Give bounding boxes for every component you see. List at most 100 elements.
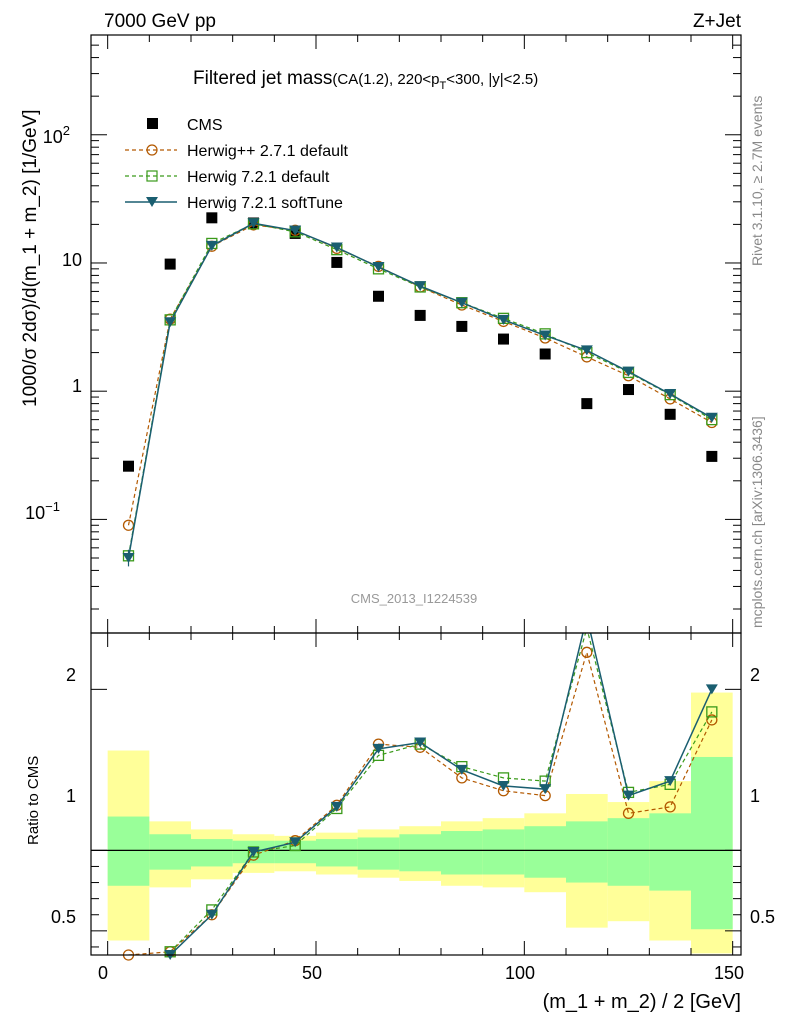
header-right: Z+Jet	[693, 11, 742, 32]
ratio-band-inner	[649, 813, 691, 891]
main-data-point	[164, 258, 176, 270]
watermark: CMS_2013_I1224539	[351, 591, 478, 606]
ratio-band-inner	[357, 837, 400, 870]
title-sub-t: T	[440, 80, 447, 92]
header-left: 7000 GeV pp	[104, 11, 216, 32]
ratio-data-point	[247, 846, 260, 857]
xtick-label-100: 100	[505, 963, 535, 983]
main-data-point	[372, 262, 385, 273]
main-data-point	[331, 256, 343, 268]
ratio-ytick-0.5-left: 0.5	[51, 907, 76, 927]
mcplots-label: mcplots.cern.ch [arXiv:1306.3436]	[749, 416, 765, 628]
main-data-point	[414, 281, 427, 292]
ytick-label-10: 10	[62, 250, 82, 270]
main-data-point	[498, 333, 509, 345]
legend-marker-cms	[147, 118, 158, 129]
ratio-ytick-0.5-right: 0.5	[750, 907, 775, 927]
ratio-axes	[91, 633, 741, 955]
ratio-data-point	[497, 780, 510, 791]
ratio-data-point	[330, 801, 343, 812]
main-data-point	[205, 240, 218, 251]
ratio-frame	[90, 632, 742, 956]
plot-title: Filtered jet mass(CA(1.2), 220<pT<300, |…	[193, 68, 538, 92]
ratio-ytick-1-left: 1	[66, 786, 76, 806]
main-data-point	[164, 317, 177, 328]
main-data-point	[414, 309, 426, 321]
ratio-data-point	[455, 764, 468, 775]
ytick-label-100: 102	[43, 123, 70, 147]
main-data-point	[664, 389, 677, 400]
ratio-band-inner	[399, 834, 441, 872]
main-data-point	[455, 297, 468, 308]
main-data-point	[289, 225, 302, 236]
ytick-label-0.1: 10−1	[25, 499, 60, 523]
ratio-panel: Ratio to CMS 2 1 0.5 2 1 0.5 0 50 100 15…	[25, 632, 775, 1013]
ratio-data-point	[581, 646, 593, 658]
ratio-data-point	[414, 737, 427, 748]
ytick-label-1: 1	[72, 376, 82, 396]
ratio-data-point	[664, 801, 676, 813]
ratio-band-inner	[691, 756, 733, 930]
main-data-point	[373, 290, 384, 302]
legend-marker-herwigpp	[146, 144, 158, 156]
legend-label-herwigpp: Herwig++ 2.7.1 default	[187, 143, 349, 160]
ratio-data-point	[706, 706, 718, 718]
xtick-label-150: 150	[714, 963, 744, 983]
ratio-ytick-2-right: 2	[750, 665, 760, 685]
xtick-label-0: 0	[98, 963, 108, 983]
ratio-marks	[122, 633, 718, 961]
ratio-data-point	[705, 684, 718, 695]
ratio-ytick-1-right: 1	[750, 786, 760, 806]
ratio-data-point	[706, 714, 718, 726]
main-data-point	[581, 398, 593, 410]
main-data-point	[580, 345, 593, 356]
main-data-point	[456, 320, 468, 332]
ratio-band-inner	[524, 826, 566, 878]
main-axes	[91, 34, 741, 633]
legend-label-cms: CMS	[187, 117, 223, 134]
ratio-band-inner	[107, 816, 150, 886]
main-data-point	[497, 314, 510, 325]
ratio-data-point	[289, 837, 302, 848]
main-data-point	[705, 412, 718, 423]
ratio-data-point	[372, 743, 385, 754]
main-data-point	[123, 460, 134, 472]
main-data-point	[539, 348, 551, 360]
ratio-band-inner	[274, 840, 316, 864]
legend-marker-herwig7	[146, 170, 158, 182]
rivet-label: Rivet 3.1.10, ≥ 2.7M events	[749, 96, 765, 266]
ratio-data-point	[622, 807, 635, 819]
ratio-band-inner	[607, 818, 650, 886]
ratio-band-inner	[149, 834, 191, 870]
legend-label-herwig7: Herwig 7.2.1 default	[187, 169, 330, 186]
title-sub: (CA(1.2), 220<p	[332, 71, 439, 88]
main-panel: Filtered jet mass(CA(1.2), 220<pT<300, |…	[20, 34, 742, 634]
ratio-ylabel: Ratio to CMS	[25, 756, 42, 845]
ratio-data-point	[539, 784, 552, 795]
ratio-bands	[107, 692, 733, 954]
ratio-ytick-2-left: 2	[66, 665, 76, 685]
ratio-data-point	[205, 909, 218, 920]
main-data-point	[706, 450, 718, 462]
legend-label-softtune: Herwig 7.2.1 softTune	[187, 195, 343, 212]
main-data-point	[330, 242, 343, 253]
main-data-point	[539, 330, 552, 341]
xlabel: (m_1 + m_2) / 2 [GeV]	[543, 991, 741, 1013]
main-data-point	[622, 366, 635, 377]
ratio-band-inner	[316, 839, 358, 867]
legend: CMS Herwig++ 2.7.1 default Herwig 7.2.1 …	[125, 117, 349, 212]
legend-marker-softtune	[146, 197, 158, 207]
main-data-point	[206, 212, 218, 224]
ratio-band-inner	[482, 829, 525, 875]
ratio-data-point	[622, 790, 635, 801]
xtick-label-50: 50	[302, 963, 322, 983]
ratio-data-point	[664, 776, 677, 787]
ratio-band-inner	[191, 839, 233, 867]
main-marks	[122, 212, 718, 567]
main-data-point	[122, 519, 135, 531]
main-data-point	[247, 218, 260, 229]
ratio-band-inner	[566, 821, 608, 883]
main-data-point	[664, 408, 676, 420]
main-data-point	[623, 384, 634, 396]
